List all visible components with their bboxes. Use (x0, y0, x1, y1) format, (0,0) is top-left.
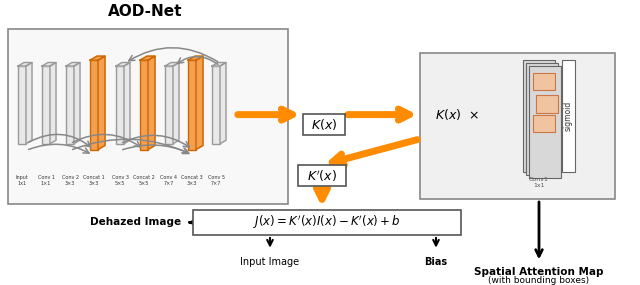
Polygon shape (220, 62, 226, 144)
Text: Conv 5
7×7: Conv 5 7×7 (207, 175, 225, 186)
Polygon shape (165, 62, 179, 66)
Bar (303, 114, 345, 135)
Bar (8, 29, 288, 204)
Text: $K(x)$: $K(x)$ (311, 117, 337, 132)
Text: Concat 1
3×3: Concat 1 3×3 (83, 175, 105, 186)
Text: $J(x) = K'(x)I(x) - K'(x) + b$: $J(x) = K'(x)I(x) - K'(x) + b$ (253, 214, 401, 231)
Bar (523, 60, 555, 172)
Polygon shape (116, 62, 130, 66)
Polygon shape (26, 62, 32, 144)
Polygon shape (124, 62, 130, 144)
Bar (18, 66, 26, 144)
Polygon shape (98, 56, 105, 150)
Text: $K'(x)$: $K'(x)$ (307, 168, 337, 184)
Bar (116, 66, 124, 144)
Text: Spatial Attention Map: Spatial Attention Map (474, 267, 604, 277)
Polygon shape (42, 62, 56, 66)
Bar (140, 60, 148, 150)
Text: Dehazed Image: Dehazed Image (90, 217, 181, 227)
Bar (188, 60, 196, 150)
Bar (42, 66, 50, 144)
Text: sigmoid: sigmoid (564, 100, 573, 131)
Text: Conv1
1x1: Conv1 1x1 (529, 177, 549, 188)
Bar (193, 210, 461, 235)
Text: $K(x)$  $\times$: $K(x)$ $\times$ (435, 107, 479, 122)
Polygon shape (74, 62, 80, 144)
Polygon shape (90, 56, 105, 60)
Bar (298, 165, 346, 186)
Bar (526, 63, 558, 175)
Polygon shape (148, 56, 155, 150)
Polygon shape (66, 62, 80, 66)
Polygon shape (50, 62, 56, 144)
Text: Concat 2
5×5: Concat 2 5×5 (133, 175, 155, 186)
Text: Conv 2
3×3: Conv 2 3×3 (61, 175, 79, 186)
Polygon shape (140, 56, 155, 60)
Polygon shape (188, 56, 203, 60)
Text: Input
1x1: Input 1x1 (15, 175, 28, 186)
Text: (with bounding boxes): (with bounding boxes) (488, 276, 589, 285)
Polygon shape (196, 56, 203, 150)
Bar (536, 95, 558, 113)
Text: Input Image: Input Image (241, 257, 300, 267)
Text: Bias: Bias (424, 257, 447, 267)
Text: AOD-Net: AOD-Net (108, 4, 182, 19)
Bar (212, 66, 220, 144)
Bar (66, 66, 74, 144)
Polygon shape (18, 62, 32, 66)
Text: Conv 3
5×5: Conv 3 5×5 (111, 175, 129, 186)
Bar (533, 115, 555, 132)
Bar (90, 60, 98, 150)
Text: Concat 3
3×3: Concat 3 3×3 (181, 175, 203, 186)
Bar (529, 66, 561, 178)
Polygon shape (173, 62, 179, 144)
Polygon shape (212, 62, 226, 66)
Bar (562, 60, 575, 172)
Bar (165, 66, 173, 144)
Bar (420, 53, 615, 199)
Text: Conv 1
1×1: Conv 1 1×1 (38, 175, 54, 186)
Bar (533, 73, 555, 90)
Text: Conv 4
7×7: Conv 4 7×7 (161, 175, 177, 186)
